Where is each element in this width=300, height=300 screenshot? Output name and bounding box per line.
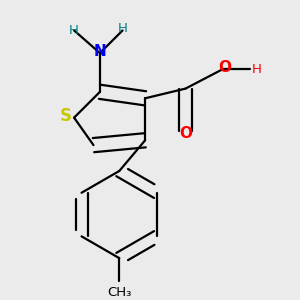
Text: O: O	[218, 60, 231, 75]
Text: H: H	[252, 63, 262, 76]
Text: H: H	[69, 24, 79, 37]
Text: H: H	[118, 22, 128, 35]
Text: CH₃: CH₃	[107, 286, 131, 298]
Text: S: S	[60, 107, 72, 125]
Text: O: O	[179, 126, 192, 141]
Text: N: N	[94, 44, 106, 59]
